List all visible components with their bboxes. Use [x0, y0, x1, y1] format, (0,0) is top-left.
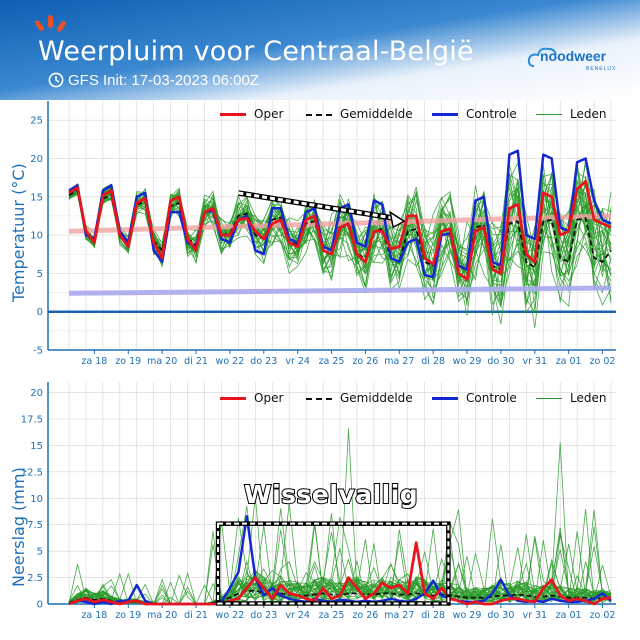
control-swatch — [432, 397, 458, 400]
x-tick-label: zo 26 — [352, 610, 378, 621]
x-tick-label: di 28 — [421, 610, 445, 621]
init-time: GFS Init: 17-03-2023 06:00Z — [68, 72, 259, 89]
x-tick-label: zo 02 — [590, 610, 616, 621]
y-tick-label: 20 — [30, 154, 43, 165]
x-tick-label: wo 29 — [453, 356, 482, 367]
x-tick-label: ma 27 — [384, 610, 414, 621]
page-title: Weerpluim voor Centraal-België — [38, 36, 474, 67]
x-tick-label: do 30 — [487, 610, 514, 621]
legend-label-mean: Gemiddelde — [340, 391, 413, 405]
legend-label-members: Leden — [570, 391, 607, 405]
legend-item-oper: Oper — [220, 107, 283, 121]
x-tick-label: zo 19 — [115, 610, 141, 621]
y-tick-label: 15 — [30, 441, 43, 452]
y-tick-label: 10 — [30, 231, 43, 242]
y-tick-label: 0 — [37, 307, 43, 318]
oper-swatch — [220, 113, 246, 116]
y-tick-label: 7.5 — [27, 520, 43, 531]
legend-item-oper: Oper — [220, 391, 283, 405]
y-tick-label: 15 — [30, 192, 43, 203]
legend-precipitation: Oper Gemiddelde Controle Leden — [220, 391, 620, 407]
x-tick-label: za 01 — [556, 356, 582, 367]
x-tick-label: di 28 — [421, 356, 445, 367]
legend-label-oper: Oper — [254, 391, 284, 405]
oper-swatch — [220, 397, 246, 400]
x-tick-label: ma 20 — [147, 610, 177, 621]
legend-item-control: Controle — [432, 107, 517, 121]
members-swatch — [536, 114, 562, 115]
mean-swatch — [306, 397, 332, 400]
legend-label-mean: Gemiddelde — [340, 107, 413, 121]
legend-label-members: Leden — [570, 107, 607, 121]
x-tick-label: ma 20 — [147, 356, 177, 367]
control-swatch — [432, 113, 458, 116]
y-tick-label: 0 — [37, 600, 43, 611]
cloud-logo-icon — [527, 47, 557, 67]
x-tick-label: di 21 — [184, 610, 208, 621]
x-tick-label: ma 27 — [384, 356, 414, 367]
y-tick-label: 12.5 — [21, 467, 43, 478]
legend-item-members: Leden — [536, 107, 606, 121]
x-tick-label: za 25 — [319, 356, 345, 367]
x-tick-label: wo 22 — [216, 610, 245, 621]
legend-temperature: Oper Gemiddelde Controle Leden — [220, 107, 620, 123]
oper-line — [68, 541, 612, 606]
trend-arrow-head — [389, 210, 406, 229]
x-tick-label: za 25 — [319, 610, 345, 621]
x-tick-label: vr 31 — [522, 610, 547, 621]
legend-item-control: Controle — [432, 391, 517, 405]
annotation-wisselvallig: Wisselvallig — [243, 479, 419, 510]
x-tick-label: za 18 — [81, 610, 107, 621]
highlight-box — [217, 522, 450, 605]
y-tick-label: 25 — [30, 116, 43, 127]
legend-label-oper: Oper — [254, 107, 284, 121]
clock-icon — [48, 72, 64, 88]
x-tick-label: vr 24 — [285, 610, 310, 621]
legend-item-mean: Gemiddelde — [306, 391, 413, 405]
brand-logo: noodweer — [540, 48, 607, 64]
x-tick-label: za 18 — [81, 356, 107, 367]
x-tick-label: di 21 — [184, 356, 208, 367]
y-tick-label: 20 — [30, 388, 43, 399]
y-tick-label: 2.5 — [27, 573, 43, 584]
y-tick-label: 10 — [30, 494, 43, 505]
oper-line — [68, 180, 612, 281]
legend-label-control: Controle — [466, 391, 517, 405]
climate-min-band — [68, 285, 612, 296]
members-swatch — [536, 398, 562, 399]
x-tick-label: zo 19 — [115, 356, 141, 367]
member-line — [68, 527, 612, 605]
x-tick-label: zo 26 — [352, 356, 378, 367]
x-tick-label: do 23 — [250, 610, 277, 621]
y-tick-label: 17.5 — [21, 415, 43, 426]
x-tick-label: vr 24 — [285, 356, 310, 367]
x-tick-label: do 30 — [487, 356, 514, 367]
legend-item-members: Leden — [536, 391, 606, 405]
x-tick-label: za 01 — [556, 610, 582, 621]
x-tick-label: wo 22 — [216, 356, 245, 367]
x-tick-label: zo 02 — [590, 356, 616, 367]
legend-label-control: Controle — [466, 107, 517, 121]
mean-swatch — [306, 113, 332, 116]
y-tick-label: 5 — [37, 269, 43, 280]
x-tick-label: vr 31 — [522, 356, 547, 367]
brand-logo-sub: BENELUX — [586, 66, 617, 72]
y-tick-label: 5 — [37, 547, 43, 558]
trend-arrow-shaft — [238, 191, 395, 220]
sun-icon — [34, 15, 66, 32]
y-tick-label: -5 — [33, 346, 43, 357]
x-tick-label: wo 29 — [453, 610, 482, 621]
x-tick-label: do 23 — [250, 356, 277, 367]
legend-item-mean: Gemiddelde — [306, 107, 413, 121]
